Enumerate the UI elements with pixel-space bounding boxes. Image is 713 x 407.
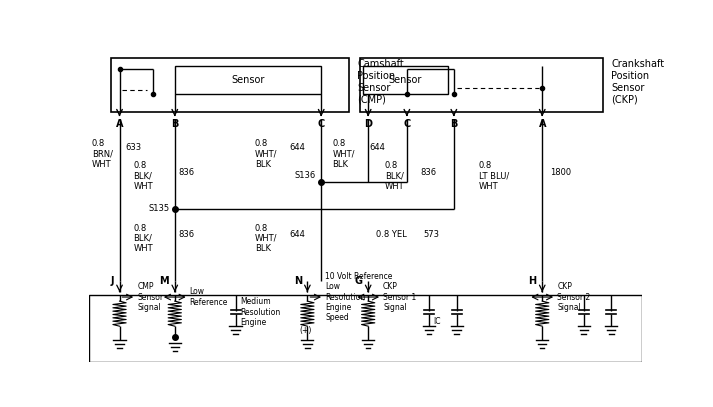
Text: CKP
Sensor 1
Signal: CKP Sensor 1 Signal <box>383 282 416 312</box>
Text: 836: 836 <box>179 168 195 177</box>
Text: CKP
Sensor 2
Signal: CKP Sensor 2 Signal <box>557 282 590 312</box>
Text: S135: S135 <box>148 204 169 213</box>
Text: Sensor: Sensor <box>231 75 265 85</box>
Text: Sensor: Sensor <box>389 75 422 85</box>
Text: 0.8
WHT/
BLK: 0.8 WHT/ BLK <box>255 223 277 253</box>
Text: (+): (+) <box>299 326 312 335</box>
Text: 644: 644 <box>289 143 305 152</box>
Bar <box>111 58 349 112</box>
Text: G: G <box>354 276 363 286</box>
Text: M: M <box>160 276 169 286</box>
Text: Low
Reference: Low Reference <box>190 287 228 307</box>
Text: 10 Volt Reference
Low
Resolution
Engine
Speed: 10 Volt Reference Low Resolution Engine … <box>325 272 392 322</box>
Text: 0.8
BRN/
WHT: 0.8 BRN/ WHT <box>92 139 113 169</box>
Bar <box>89 295 642 362</box>
Text: Medium
Resolution
Engine: Medium Resolution Engine <box>240 297 280 327</box>
Text: N: N <box>294 276 302 286</box>
Text: S136: S136 <box>294 171 316 179</box>
Bar <box>363 66 448 94</box>
Text: B: B <box>171 119 178 129</box>
Text: Camshaft
Position
Sensor
(CMP): Camshaft Position Sensor (CMP) <box>357 59 404 104</box>
Text: 0.8
BLK/
WHT: 0.8 BLK/ WHT <box>133 223 153 253</box>
Bar <box>360 58 603 112</box>
Text: B: B <box>450 119 458 129</box>
Text: 0.8
WHT/
BLK: 0.8 WHT/ BLK <box>255 139 277 169</box>
Text: H: H <box>528 276 537 286</box>
Text: CMP
Sensor
Signal: CMP Sensor Signal <box>137 282 163 312</box>
Text: IC: IC <box>434 317 441 326</box>
Text: 633: 633 <box>125 143 141 152</box>
Text: 0.8
BLK/
WHT: 0.8 BLK/ WHT <box>385 161 404 190</box>
Text: 0.8 YEL: 0.8 YEL <box>376 230 407 239</box>
Text: D: D <box>364 119 372 129</box>
Text: 644: 644 <box>369 143 385 152</box>
Text: C: C <box>404 119 411 129</box>
Text: 1800: 1800 <box>550 168 572 177</box>
Text: 573: 573 <box>424 230 439 239</box>
Text: A: A <box>538 119 546 129</box>
Text: 0.8
BLK/
WHT: 0.8 BLK/ WHT <box>133 161 153 190</box>
Bar <box>175 66 321 94</box>
Text: J: J <box>111 276 114 286</box>
Text: 836: 836 <box>421 168 437 177</box>
Text: 0.8
LT BLU/
WHT: 0.8 LT BLU/ WHT <box>478 161 509 190</box>
Text: 644: 644 <box>289 230 305 239</box>
Text: 836: 836 <box>179 230 195 239</box>
Text: 0.8
WHT/
BLK: 0.8 WHT/ BLK <box>332 139 355 169</box>
Text: C: C <box>317 119 325 129</box>
Text: A: A <box>116 119 123 129</box>
Text: Crankshaft
Position
Sensor
(CKP): Crankshaft Position Sensor (CKP) <box>611 59 665 104</box>
